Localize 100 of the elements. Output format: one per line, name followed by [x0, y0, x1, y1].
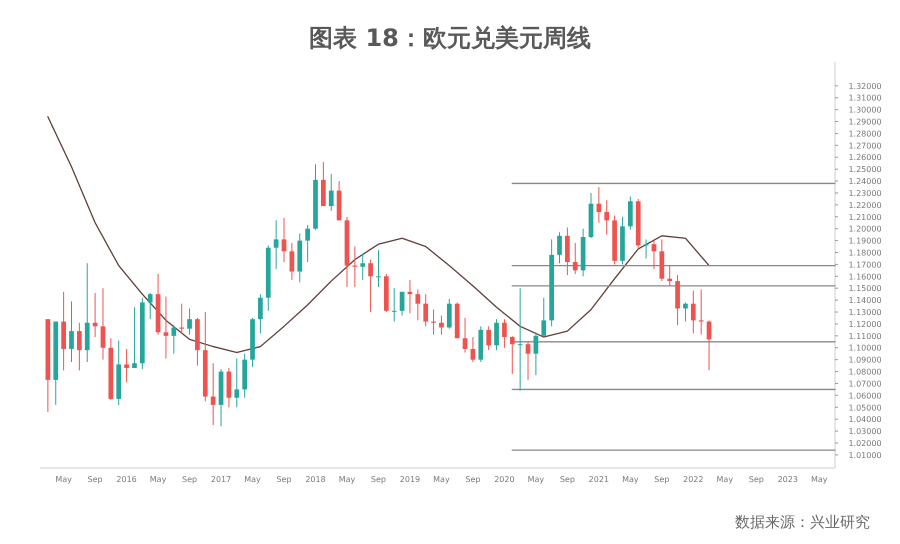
- y-tick-label: 1.28000: [848, 129, 882, 138]
- x-tick-label: 2021: [588, 475, 610, 484]
- candlestick: [431, 309, 436, 336]
- x-tick-label: 2022: [683, 475, 704, 484]
- y-tick-label: 1.32000: [848, 82, 882, 91]
- y-tick-label: 1.17000: [848, 260, 882, 270]
- candlestick: [604, 200, 610, 236]
- y-tick-label: 1.03000: [848, 427, 882, 436]
- y-tick-label: 1.07000: [848, 379, 882, 388]
- candlestick: [667, 265, 672, 286]
- candlestick: [518, 288, 523, 392]
- x-tick-label: 2017: [210, 475, 232, 484]
- candlestick: [274, 220, 278, 270]
- candlestick: [439, 315, 444, 336]
- candlestick: [234, 358, 240, 408]
- x-tick-label: 2019: [400, 475, 420, 484]
- candlestick: [510, 335, 515, 374]
- candlestick: [187, 308, 192, 336]
- candlestick: [132, 306, 137, 368]
- y-tick-label: 1.24000: [848, 177, 882, 186]
- y-tick-label: 1.15000: [848, 284, 882, 294]
- y-tick-label: 1.19000: [848, 236, 882, 246]
- y-tick-label: 1.20000: [848, 224, 882, 234]
- candlestick: [305, 224, 310, 263]
- candlestick: [352, 246, 358, 288]
- x-tick-label: Sep: [182, 475, 198, 484]
- y-tick-label: 1.13000: [848, 308, 882, 318]
- candlestick: [124, 348, 129, 383]
- candlestick: [164, 296, 168, 359]
- candlestick: [392, 288, 397, 322]
- y-tick-label: 1.12000: [848, 320, 882, 329]
- x-tick-label: May: [338, 475, 356, 484]
- candlestick: [502, 318, 507, 348]
- candlestick: [100, 288, 106, 360]
- y-tick-label: 1.05000: [848, 403, 882, 412]
- candlestick: [415, 288, 420, 321]
- candlestick: [652, 240, 656, 270]
- candlestick: [290, 242, 294, 280]
- y-tick-label: 1.23000: [848, 188, 882, 198]
- candlestick: [644, 238, 648, 259]
- candlestick: [446, 298, 452, 330]
- candlestick: [69, 300, 74, 363]
- x-tick-label: 2016: [116, 475, 137, 484]
- candlestick: [706, 320, 712, 371]
- x-tick-label: Sep: [465, 475, 480, 484]
- y-tick-label: 1.31000: [848, 94, 882, 103]
- x-tick-label: May: [622, 475, 639, 484]
- y-tick-label: 1.04000: [848, 415, 882, 424]
- y-tick-label: 1.25000: [848, 165, 882, 174]
- y-tick-label: 1.09000: [848, 356, 882, 365]
- x-tick-label: Sep: [276, 475, 292, 484]
- y-tick-label: 1.22000: [848, 200, 882, 210]
- y-tick-label: 1.01000: [848, 450, 882, 460]
- candlestick: [486, 326, 492, 351]
- y-tick-label: 1.11000: [848, 332, 882, 341]
- y-tick-label: 1.18000: [848, 248, 882, 258]
- candlestick: [328, 173, 334, 212]
- x-tick-label: May: [716, 475, 734, 484]
- x-tick-label: May: [244, 475, 262, 484]
- candlestick: [683, 302, 688, 322]
- candlestick: [282, 217, 286, 263]
- candlestick: [76, 322, 82, 371]
- candlestick: [462, 317, 468, 354]
- candlestick: [171, 324, 176, 354]
- candlestick: [423, 294, 428, 327]
- line-series: [47, 116, 710, 354]
- candlestick: [92, 292, 98, 338]
- candlestick: [470, 336, 476, 363]
- x-tick-label: May: [433, 475, 450, 484]
- y-tick-label: 1.26000: [848, 153, 882, 162]
- candlestick: [557, 232, 562, 264]
- chart-title: 图表 18：欧元兑美元周线: [309, 24, 591, 52]
- candlestick: [148, 292, 153, 320]
- x-tick-label: May: [150, 475, 167, 484]
- x-tick-label: May: [810, 475, 828, 484]
- x-tick-label: May: [55, 475, 72, 484]
- candlestick: [400, 291, 404, 316]
- x-tick-label: 2020: [494, 475, 515, 484]
- x-tick-label: 2018: [305, 475, 326, 484]
- y-tick-label: 1.02000: [848, 438, 882, 448]
- y-tick-label: 1.30000: [848, 106, 882, 115]
- x-tick-label: Sep: [654, 475, 670, 484]
- x-tick-label: Sep: [748, 475, 764, 484]
- candlestick: [368, 259, 373, 313]
- candlestick: [690, 290, 696, 334]
- x-tick-label: Sep: [370, 475, 386, 484]
- candlestick: [360, 253, 366, 280]
- y-tick-label: 1.27000: [848, 141, 882, 150]
- candlestick: [572, 242, 578, 274]
- candlestick: [526, 341, 530, 380]
- candlestick: [210, 362, 216, 426]
- y-tick-label: 1.14000: [848, 296, 882, 306]
- candlestick: [258, 294, 263, 334]
- x-tick-label: May: [528, 475, 544, 484]
- candlestick: [541, 297, 546, 336]
- y-tick-label: 1.16000: [848, 272, 882, 282]
- y-tick-label: 1.08000: [848, 368, 882, 377]
- y-tick-label: 1.06000: [848, 391, 882, 400]
- x-tick-label: Sep: [88, 475, 103, 484]
- candlestick: [596, 186, 602, 224]
